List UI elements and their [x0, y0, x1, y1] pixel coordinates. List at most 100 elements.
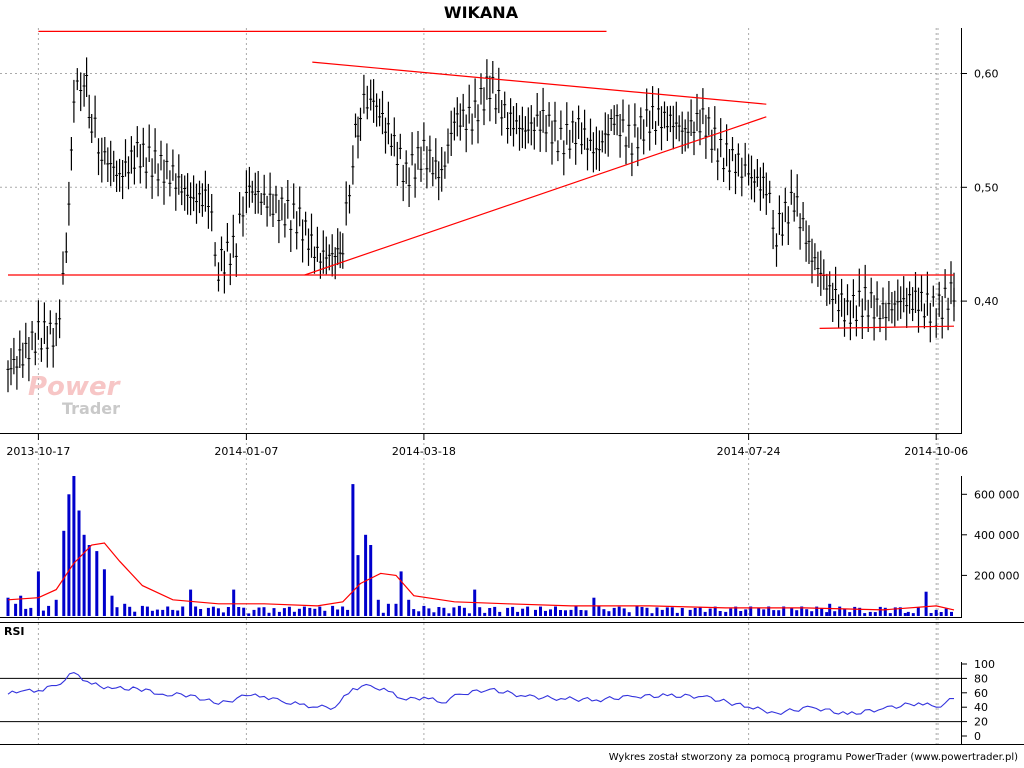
volume-bar — [805, 609, 809, 616]
volume-bar — [252, 609, 256, 616]
volume-bar — [216, 608, 220, 616]
volume-bar — [432, 612, 436, 616]
volume-bar — [150, 610, 154, 616]
y-tick-label: 0,60 — [974, 68, 999, 81]
volume-bar — [749, 606, 753, 616]
x-tick-label: 2014-10-06 — [904, 445, 968, 458]
volume-bar — [564, 610, 567, 616]
volume-bar — [739, 611, 743, 616]
volume-bar — [498, 611, 502, 616]
volume-bar — [115, 607, 119, 616]
volume-bar — [828, 603, 832, 616]
volume-bar — [777, 610, 781, 616]
volume-bars — [6, 476, 953, 616]
volume-bar — [534, 609, 537, 616]
y-tick-label: 20 — [974, 716, 988, 729]
volume-bar — [617, 606, 621, 616]
volume-bar — [336, 609, 340, 616]
y-tick-label: 60 — [974, 687, 988, 700]
volume-bar — [102, 569, 106, 616]
volume-bar — [843, 608, 847, 616]
volume-bar — [194, 606, 198, 616]
volume-bar — [47, 605, 51, 616]
volume-bar — [221, 612, 225, 616]
volume-bar — [521, 608, 525, 616]
volume-bar — [381, 612, 385, 616]
volume-bar — [77, 510, 81, 616]
footer-credit: Wykres został stworzony za pomocą progra… — [609, 752, 1018, 763]
volume-bar — [815, 606, 819, 616]
volume-bar — [364, 534, 368, 616]
volume-bar — [944, 608, 948, 616]
volume-bar — [544, 610, 547, 616]
volume-bar — [128, 606, 132, 616]
volume-bar — [331, 605, 335, 616]
volume-bar — [272, 608, 276, 616]
volume-bar — [386, 603, 390, 616]
volume-bar — [693, 608, 697, 616]
volume-bar — [863, 613, 867, 616]
grid-lines — [0, 28, 962, 744]
volume-bar — [462, 607, 466, 616]
volume-bar — [650, 613, 654, 616]
volume-bar — [369, 545, 373, 616]
rsi-reference-lines — [0, 677, 962, 723]
y-tick-label: 200 000 — [974, 569, 1020, 582]
volume-bar — [734, 606, 738, 616]
volume-bar — [554, 606, 557, 616]
volume-ma-line — [7, 542, 955, 611]
volume-bar — [888, 613, 892, 616]
volume-bar — [313, 608, 317, 616]
volume-bar — [394, 603, 398, 616]
volume-bar — [161, 609, 165, 616]
volume-bar — [934, 609, 938, 616]
volume-bar — [579, 610, 583, 616]
volume-bar — [483, 612, 487, 616]
volume-bar — [297, 608, 301, 616]
volume-bar — [873, 612, 877, 616]
x-tick-label: 2013-10-17 — [6, 445, 70, 458]
volume-bar — [757, 607, 761, 616]
watermark-trader: Trader — [62, 399, 120, 418]
volume-bar — [511, 606, 515, 616]
volume-bar — [853, 606, 857, 616]
volume-bar — [87, 545, 91, 616]
volume-bar — [242, 607, 246, 616]
volume-bar — [452, 607, 456, 616]
volume-bar — [232, 589, 236, 616]
rsi-series-line — [7, 672, 954, 716]
volume-bar — [351, 484, 355, 616]
volume-bar — [858, 607, 862, 616]
y-tick-label: 80 — [974, 672, 988, 685]
volume-bar — [592, 597, 596, 616]
volume-bar — [665, 607, 669, 616]
volume-bar — [267, 612, 271, 616]
volume-bar — [123, 603, 127, 616]
volume-bar — [341, 606, 345, 616]
volume-bar — [724, 611, 728, 616]
volume-bar — [559, 610, 562, 616]
volume-bar — [488, 608, 492, 616]
volume-bar — [95, 551, 99, 616]
volume-bar — [302, 606, 306, 616]
volume-bar — [493, 606, 497, 616]
volume-bar — [407, 599, 411, 616]
volume-bar — [597, 606, 601, 616]
trend-lines — [8, 30, 955, 329]
x-tick-label: 2014-07-24 — [717, 445, 781, 458]
volume-bar — [417, 611, 421, 616]
volume-bar — [795, 610, 799, 616]
volume-bar — [62, 530, 66, 616]
volume-bar — [708, 608, 712, 616]
volume-bar — [318, 606, 322, 616]
volume-bar — [744, 609, 748, 616]
price-bars — [6, 57, 956, 393]
y-tick-label: 400 000 — [974, 529, 1020, 542]
volume-bar — [893, 607, 897, 616]
volume-bar — [670, 607, 674, 616]
panel-frames — [0, 28, 1024, 745]
volume-bar — [478, 607, 482, 616]
volume-bar — [412, 609, 416, 616]
volume-bar — [675, 612, 679, 616]
